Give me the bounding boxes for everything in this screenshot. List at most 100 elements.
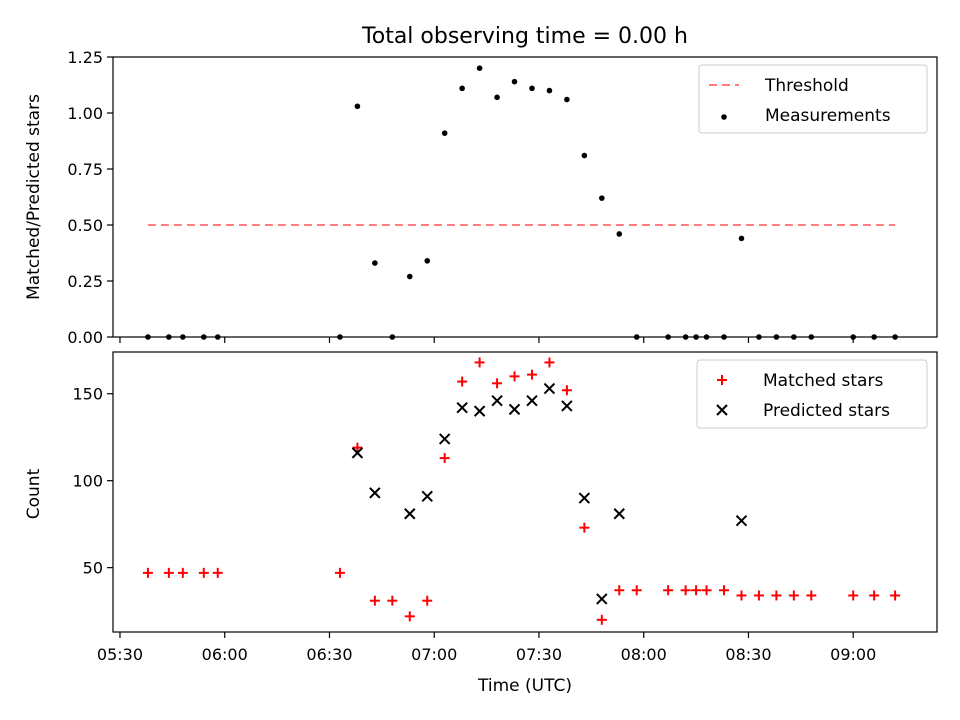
y-tick-label: 1.25 <box>67 48 103 67</box>
measurement-point <box>871 334 877 340</box>
x-tick-label: 07:00 <box>411 645 457 664</box>
matched-star-point <box>701 585 712 596</box>
predicted-star-point <box>491 394 503 407</box>
top-y-axis-label: Matched/Predicted stars <box>24 94 44 300</box>
plot-frame <box>112 56 938 338</box>
measurement-point <box>682 334 689 340</box>
matched-star-point <box>680 585 691 596</box>
matched-star-point <box>579 522 590 533</box>
matched-star-point <box>890 590 901 601</box>
matched-star-point <box>198 567 209 578</box>
matched-star-point <box>439 453 450 464</box>
bottom-plot-star-counts: 50 100 150 05:30 06:00 06:30 07:00 07:30 08:00 08… <box>72 351 938 664</box>
predicted-star-point <box>421 490 433 503</box>
matched-star-point <box>771 590 782 601</box>
predicted-star-point <box>508 403 521 416</box>
x-tick-label: 08:00 <box>621 645 667 664</box>
legend-label: Threshold <box>764 76 849 96</box>
measurement-point <box>529 85 535 92</box>
measurement-point <box>633 334 640 340</box>
predicted-star-point <box>369 487 381 499</box>
predicted-star-point <box>735 514 748 527</box>
matched-star-point <box>691 585 702 596</box>
x-tick-label: 08:30 <box>725 645 771 664</box>
y-tick-label: 50 <box>83 559 103 578</box>
measurement-point <box>200 334 207 340</box>
x-tick-label: 06:30 <box>306 645 352 664</box>
legend-measurement-swatch <box>721 114 727 120</box>
legend: Matched stars Predicted stars <box>696 359 928 429</box>
measurement-point <box>180 334 186 340</box>
matched-star-point <box>788 590 799 601</box>
matched-star-point <box>369 595 380 606</box>
top-plot-matched-predicted-ratio: 0.00 0.25 0.50 0.75 1.00 1.25 Threshold Measure… <box>67 48 938 347</box>
predicted-star-point <box>526 394 538 407</box>
predicted-star-point <box>578 492 591 504</box>
legend-predicted-swatch <box>716 404 728 416</box>
matched-star-point <box>544 357 555 368</box>
measurement-point <box>354 103 361 110</box>
measurement-point <box>372 260 378 266</box>
bottom-y-axis-label: Count <box>24 468 44 519</box>
matched-star-point <box>422 595 433 606</box>
x-tick-label: 05:30 <box>97 645 143 664</box>
measurement-point <box>703 334 710 340</box>
matched-star-point <box>177 567 188 578</box>
legend-box <box>698 64 928 134</box>
matched-star-point <box>352 442 363 453</box>
measurement-point <box>564 96 570 103</box>
legend-box <box>696 359 928 429</box>
measurement-point <box>721 334 727 340</box>
matched-star-point <box>806 590 817 601</box>
matched-star-point <box>474 357 485 368</box>
measurement-point <box>337 334 343 340</box>
measurement-point <box>808 334 815 340</box>
legend: Threshold Measurements <box>698 64 928 134</box>
measurement-point <box>693 334 699 340</box>
matched-star-point <box>736 590 747 601</box>
matched-star-point <box>142 567 153 578</box>
predicted-star-point <box>596 593 608 605</box>
x-tick-label: 07:30 <box>516 645 562 664</box>
matched-star-point <box>614 585 625 596</box>
x-tick-label: 09:00 <box>830 645 876 664</box>
measurement-point <box>441 130 448 136</box>
matched-star-point <box>663 585 674 596</box>
measurement-point <box>546 87 553 94</box>
predicted-star-point <box>543 382 556 395</box>
matched-star-point <box>212 567 223 578</box>
matched-star-point <box>509 371 520 382</box>
measurement-point <box>389 334 396 340</box>
predicted-star-point <box>404 508 416 520</box>
matched-star-point <box>526 369 537 380</box>
matched-star-point <box>404 611 415 622</box>
legend-matched-swatch <box>717 375 727 385</box>
predicted-star-point <box>351 447 364 459</box>
matched-star-point <box>753 590 764 601</box>
x-axis-label: Time (UTC) <box>477 676 572 696</box>
measurement-point <box>459 85 465 92</box>
matched-star-point <box>596 614 607 625</box>
matched-star-point <box>869 590 880 601</box>
measurement-point <box>616 231 623 237</box>
measurement-point <box>406 273 413 280</box>
matched-star-point <box>387 595 398 606</box>
measurement-point <box>791 334 797 340</box>
y-tick-label: 0.75 <box>67 160 103 179</box>
x-tick-label: 06:00 <box>202 645 248 664</box>
predicted-star-point <box>456 401 468 414</box>
measurement-point <box>850 334 857 340</box>
matched-star-point <box>631 585 642 596</box>
legend-label: Predicted stars <box>763 401 890 421</box>
matched-star-point <box>561 385 572 396</box>
y-tick-label: 0.25 <box>67 272 103 291</box>
matched-star-point <box>457 376 468 387</box>
measurement-point <box>214 334 221 340</box>
matched-star-point <box>848 590 859 601</box>
predicted-star-point <box>438 433 451 445</box>
measurement-point <box>773 334 780 340</box>
measurement-point <box>756 334 762 340</box>
predicted-star-point <box>561 400 573 412</box>
plot-frame <box>112 351 938 633</box>
